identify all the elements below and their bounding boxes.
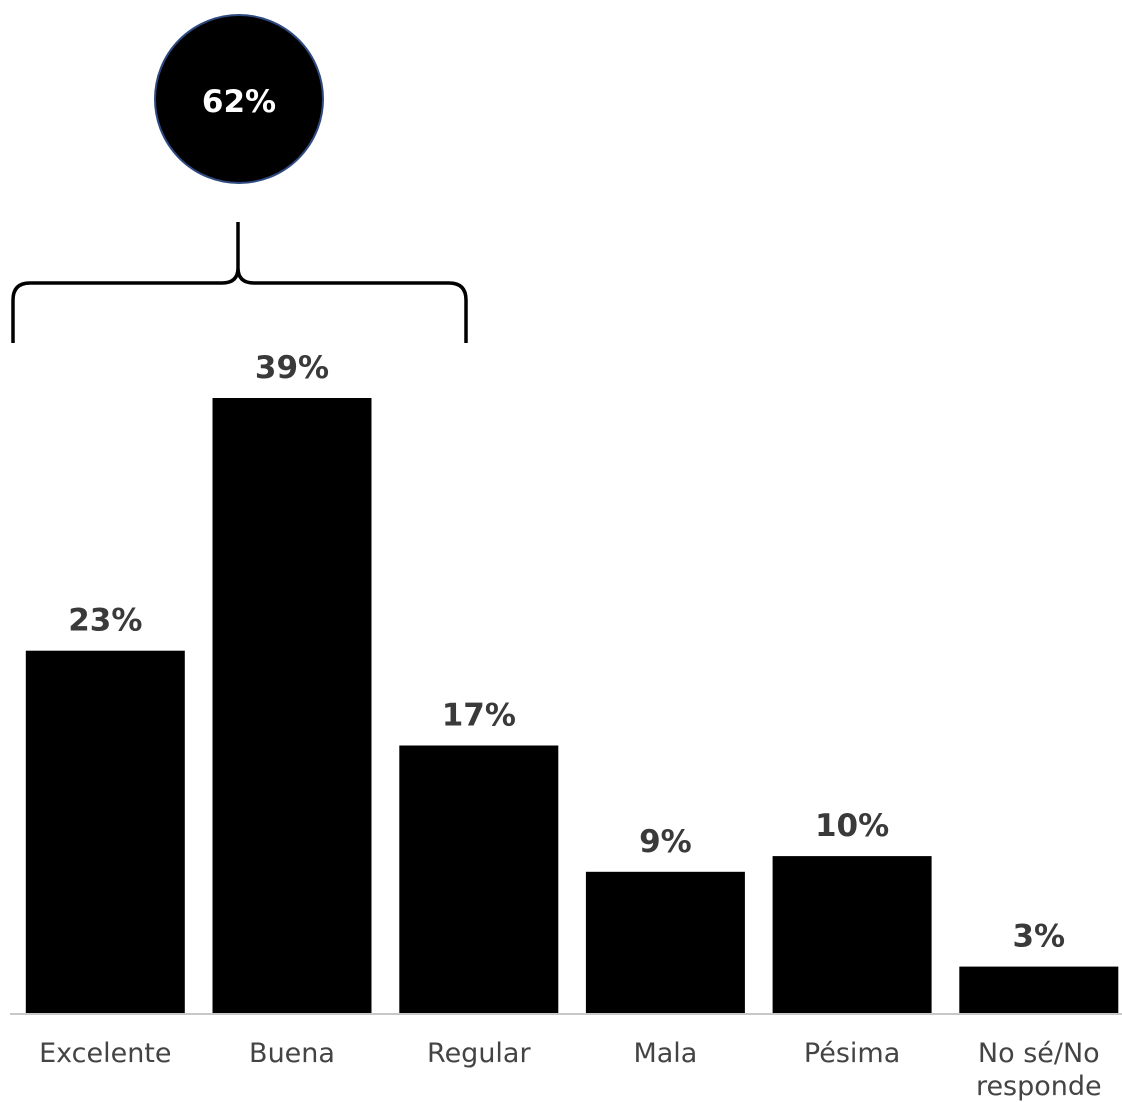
bar <box>399 745 559 1014</box>
bar-value-label: 17% <box>442 698 516 734</box>
category-label: Buena <box>249 1038 335 1069</box>
category-label: Pésima <box>804 1038 900 1069</box>
bar-value-label: 9% <box>639 824 692 860</box>
category-label-line: responde <box>976 1071 1102 1102</box>
total-bracket <box>11 222 468 343</box>
total-bubble <box>154 14 324 184</box>
value-labels-group: 23% 39% 17% 9% 10% 3% <box>68 350 1065 955</box>
bar-value-label: 23% <box>68 603 142 639</box>
bar <box>25 650 185 1014</box>
bar <box>959 966 1119 1014</box>
bar-value-label: 39% <box>255 350 329 386</box>
bar-value-label: 3% <box>1012 919 1065 955</box>
category-label: No sé/No responde <box>976 1038 1102 1102</box>
total-bubble-label: 62% <box>202 84 276 120</box>
category-label: Regular <box>427 1038 531 1069</box>
category-label: Mala <box>633 1038 697 1069</box>
bar <box>772 856 932 1014</box>
category-label-line: Excelente <box>39 1038 171 1069</box>
bar <box>585 871 745 1014</box>
category-label-line: Pésima <box>804 1038 900 1069</box>
category-label-line: No sé/No <box>978 1038 1100 1069</box>
category-label-line: Mala <box>633 1038 697 1069</box>
bar-value-label: 10% <box>815 808 889 844</box>
bar <box>212 398 372 1014</box>
category-label: Excelente <box>39 1038 171 1069</box>
category-labels-group: Excelente Buena Regular Mala Pésima No sé/No r… <box>39 1038 1102 1102</box>
bars-group <box>25 398 1119 1014</box>
category-label-line: Regular <box>427 1038 531 1069</box>
category-label-line: Buena <box>249 1038 335 1069</box>
